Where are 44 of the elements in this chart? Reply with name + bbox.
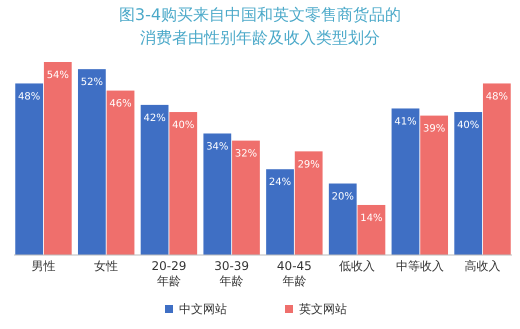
bar bbox=[392, 108, 420, 255]
bar bbox=[140, 104, 168, 255]
data-label: 54% bbox=[46, 70, 69, 81]
x-tick-label: 低收入 bbox=[339, 259, 376, 273]
x-tick-label: 30-39 年龄 bbox=[214, 259, 250, 288]
x-tick-label: 女性 bbox=[94, 259, 118, 273]
data-label: 48% bbox=[486, 91, 508, 102]
bar bbox=[482, 83, 511, 255]
bar bbox=[232, 140, 260, 255]
bar bbox=[266, 169, 294, 255]
data-label: 29% bbox=[298, 159, 320, 170]
data-label: 46% bbox=[109, 98, 132, 110]
x-tick-label: 高收入 bbox=[464, 259, 501, 273]
bar bbox=[15, 83, 44, 255]
bar bbox=[169, 112, 198, 255]
bar bbox=[358, 204, 386, 255]
bar bbox=[420, 116, 448, 255]
data-label: 40% bbox=[172, 120, 194, 132]
legend-label: 英文网站 bbox=[299, 302, 347, 316]
chart-title: 图3-4购买来自中国和英文零售商货品的 bbox=[118, 5, 402, 24]
bar bbox=[203, 133, 232, 255]
x-tick-label: 男性 bbox=[31, 259, 56, 273]
bar bbox=[328, 184, 357, 255]
x-tick-label: 40-45 年龄 bbox=[276, 259, 312, 288]
x-tick-label: 中等收入 bbox=[396, 259, 444, 273]
x-tick-label: 20-29 年龄 bbox=[151, 259, 186, 288]
bar bbox=[294, 151, 323, 255]
data-label: 48% bbox=[18, 91, 40, 102]
data-label: 14% bbox=[360, 212, 383, 224]
bar bbox=[78, 69, 106, 255]
data-label: 20% bbox=[332, 192, 354, 203]
data-label: 32% bbox=[234, 148, 258, 160]
data-label: 41% bbox=[394, 116, 417, 128]
data-label: 42% bbox=[143, 112, 166, 124]
bar bbox=[106, 90, 134, 255]
data-label: 40% bbox=[457, 120, 480, 132]
data-label: 39% bbox=[423, 124, 446, 135]
chart-subtitle: 消费者由性别年龄及收入类型划分 bbox=[140, 28, 380, 47]
data-label: 24% bbox=[268, 177, 292, 188]
data-label: 52% bbox=[80, 77, 103, 88]
legend-label: 中文网站 bbox=[179, 302, 227, 316]
data-label: 34% bbox=[206, 141, 228, 152]
bar bbox=[44, 62, 72, 255]
bar bbox=[454, 112, 482, 255]
